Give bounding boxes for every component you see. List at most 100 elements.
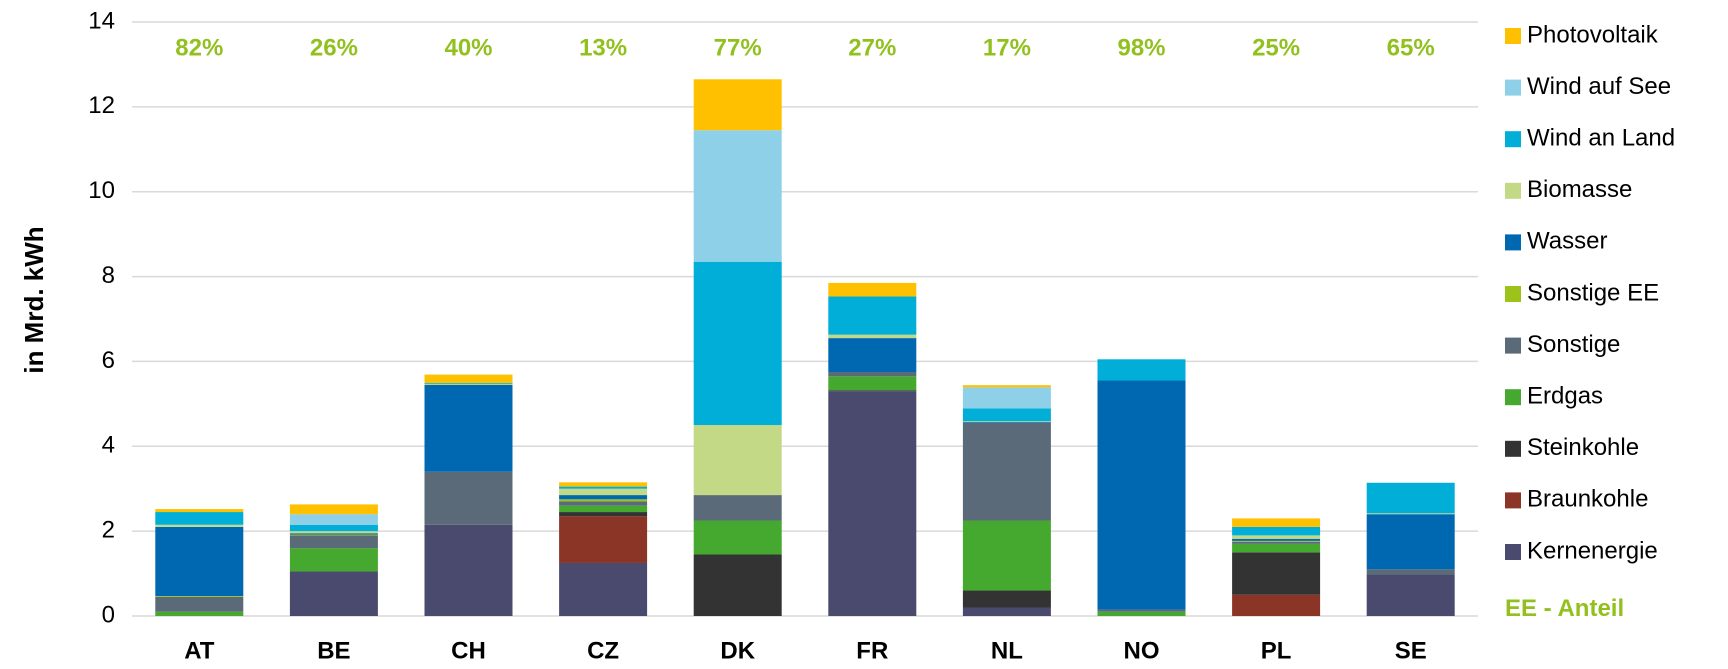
legend-swatch <box>1505 337 1521 354</box>
x-tick-label: AT <box>184 637 215 664</box>
legend-swatch <box>1505 492 1521 509</box>
legend-swatch <box>1505 389 1521 406</box>
y-tick-label: 6 <box>102 347 115 374</box>
bar-segment <box>828 376 917 391</box>
legend-label: Photovoltaik <box>1527 21 1659 48</box>
legend-label: Wasser <box>1527 228 1607 255</box>
bar-segment <box>289 533 378 535</box>
bar-segment <box>962 520 1051 591</box>
bar-segment <box>155 509 244 513</box>
bar-segment <box>962 421 1051 423</box>
y-tick-label: 0 <box>102 601 115 628</box>
legend-label: Sonstige EE <box>1527 279 1659 306</box>
bar-segment <box>155 512 244 525</box>
bar-segment <box>1097 380 1186 610</box>
bar-segment <box>559 495 648 500</box>
legend-swatch <box>1505 79 1521 96</box>
bar-segment <box>559 516 648 563</box>
bar-segment <box>962 408 1051 422</box>
bar-segment <box>155 596 244 612</box>
x-tick-label: FR <box>856 637 888 664</box>
bar-segment <box>693 261 782 426</box>
bar-segment <box>559 482 648 487</box>
ee-share-label: 26% <box>310 34 358 61</box>
bar-segment <box>828 391 917 616</box>
bar-segment <box>424 383 513 384</box>
ee-share-label: 65% <box>1387 34 1435 61</box>
bar-segment <box>424 524 513 616</box>
bar-segment <box>828 372 917 377</box>
bar-segment <box>559 505 648 513</box>
bar-segment <box>693 79 782 131</box>
bar-segment <box>1366 514 1455 570</box>
bar-segment <box>559 499 648 502</box>
y-tick-label: 12 <box>88 92 115 119</box>
bar-segment <box>1232 535 1321 539</box>
y-axis-title: in Mrd. kWh <box>19 226 49 373</box>
legend-label: Erdgas <box>1527 383 1603 410</box>
x-tick-label: NO <box>1124 637 1160 664</box>
bar-segment <box>1232 594 1321 616</box>
y-tick-label: 10 <box>88 177 115 204</box>
bar-segment <box>424 471 513 525</box>
bar-segment <box>289 524 378 532</box>
ee-share-label: 77% <box>714 34 762 61</box>
legend-swatch <box>1505 286 1521 302</box>
bar-segment <box>962 422 1051 521</box>
bar-segment <box>828 296 917 335</box>
x-tick-label: DK <box>720 637 755 664</box>
bar-segment <box>155 611 244 616</box>
bar-segment <box>1366 574 1455 616</box>
bar-segment <box>1232 552 1321 595</box>
bar-segment <box>693 520 782 555</box>
bar-segment <box>1232 541 1321 544</box>
x-tick-label: SE <box>1395 637 1427 664</box>
x-tick-label: BE <box>317 637 350 664</box>
bar-segment <box>559 562 648 616</box>
bar-segment <box>289 535 378 549</box>
ee-share-label: 98% <box>1117 34 1165 61</box>
bar-segment <box>155 526 244 597</box>
bar-segment <box>289 534 378 536</box>
y-tick-label: 14 <box>88 7 115 34</box>
legend-label: Wind an Land <box>1527 125 1675 152</box>
bar-segment <box>962 590 1051 608</box>
bar-segment <box>1232 540 1321 542</box>
legend-label: Kernenergie <box>1527 537 1658 564</box>
legend-label: Sonstige <box>1527 331 1620 358</box>
bar-segment <box>1366 482 1455 514</box>
x-tick-label: CZ <box>587 637 619 664</box>
bar-segment <box>289 531 378 534</box>
legend-ee-share: EE - Anteil <box>1505 595 1624 622</box>
bar-segment <box>559 512 648 517</box>
y-tick-label: 8 <box>102 262 115 289</box>
legend-swatch <box>1505 440 1521 457</box>
bar-segment <box>289 514 378 525</box>
bar-segment <box>289 548 378 572</box>
bar-segment <box>1366 513 1455 515</box>
ee-share-label: 13% <box>579 34 627 61</box>
bar-segment <box>1097 611 1186 616</box>
bar-segment <box>559 488 648 496</box>
bar-segment <box>424 383 513 385</box>
bar-segment <box>424 374 513 384</box>
legend-label: Biomasse <box>1527 176 1632 203</box>
bar-segment <box>962 422 1051 423</box>
bar-segment <box>693 495 782 521</box>
ee-share-label: 25% <box>1252 34 1300 61</box>
ee-share-label: 17% <box>983 34 1031 61</box>
x-tick-label: PL <box>1261 637 1292 664</box>
legend-swatch <box>1505 131 1521 148</box>
bar-segment <box>693 425 782 496</box>
legend-label: Braunkohle <box>1527 486 1648 513</box>
legend-label: Steinkohle <box>1527 434 1639 461</box>
bar-segment <box>289 571 378 616</box>
bar-segment <box>1232 543 1321 553</box>
legend-swatch <box>1505 544 1521 560</box>
ee-share-label: 27% <box>848 34 896 61</box>
bar-segment <box>693 130 782 262</box>
bar-segment <box>559 486 648 489</box>
bar-segment <box>1232 526 1321 536</box>
bar-segment <box>1097 359 1186 381</box>
